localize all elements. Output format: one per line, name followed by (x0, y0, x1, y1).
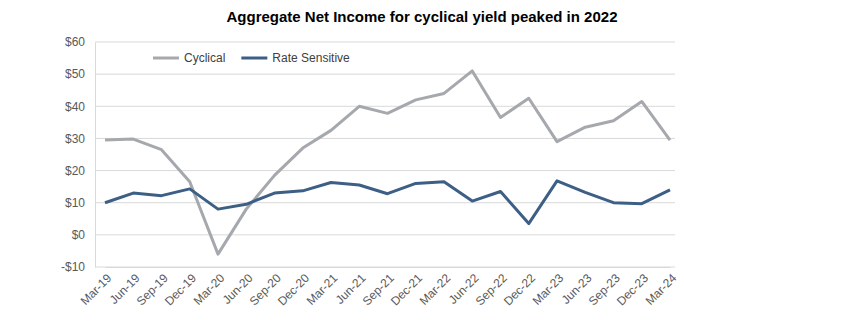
y-tick: $60 (65, 35, 95, 49)
legend-item: Cyclical (153, 51, 225, 65)
chart: Aggregate Net Income for cyclical yield … (0, 0, 845, 332)
title: Aggregate Net Income for cyclical yield … (227, 8, 618, 25)
legend-label: Cyclical (184, 51, 225, 65)
y-tick-label: $30 (65, 132, 85, 146)
series-line (105, 181, 670, 224)
grid (95, 42, 675, 267)
x-tick-label: Dec-21 (388, 271, 425, 308)
x-tick-label: Mar-19 (78, 271, 115, 308)
x-tick: Mar-20 (191, 267, 228, 308)
x-tick: Mar-21 (304, 267, 341, 308)
y-tick-label: -$10 (61, 260, 85, 274)
y-tick: $40 (65, 100, 95, 114)
grid-line (95, 74, 675, 75)
legend: Cyclical Rate Sensitive (153, 51, 350, 65)
x-tick-label: Dec-23 (614, 271, 651, 308)
x-tick: Mar-22 (417, 267, 454, 308)
y-tick: $50 (65, 67, 95, 81)
y-axis: -$10 $0 $10 $20 $30 $40 $50 $60 (61, 35, 96, 274)
series-line (105, 71, 670, 254)
grid-line (95, 138, 675, 139)
y-tick-label: $0 (72, 228, 86, 242)
grid-line (95, 234, 675, 235)
x-tick-label: Mar-22 (417, 271, 454, 308)
plot-area (105, 71, 670, 254)
grid-line (95, 267, 675, 268)
y-axis-line (95, 43, 96, 268)
y-tick-label: $20 (65, 164, 85, 178)
grid-line (95, 202, 675, 203)
grid-line (95, 106, 675, 107)
legend-swatch (241, 57, 267, 60)
y-tick-label: $50 (65, 67, 85, 81)
x-tick-label: Mar-23 (530, 271, 567, 308)
x-tick: Mar-19 (78, 267, 115, 308)
x-tick-label: Dec-22 (501, 271, 538, 308)
grid-line (95, 42, 675, 43)
y-tick: $30 (65, 132, 95, 146)
x-tick-label: Mar-21 (304, 271, 341, 308)
y-tick: -$10 (61, 260, 95, 274)
x-tick-label: Dec-19 (162, 271, 199, 308)
x-tick-label: Mar-20 (191, 271, 228, 308)
y-tick-label: $10 (65, 196, 85, 210)
legend-item: Rate Sensitive (241, 51, 350, 65)
y-tick-label: $60 (65, 35, 85, 49)
x-tick-label: Dec-20 (275, 271, 312, 308)
x-axis: Mar-19Jun-19Sep-19Dec-19Mar-20Jun-20Sep-… (78, 267, 680, 308)
y-tick: $20 (65, 164, 95, 178)
x-tick-label: Mar-24 (643, 271, 680, 308)
x-tick: Mar-24 (643, 267, 680, 308)
y-tick: $10 (65, 196, 95, 210)
y-tick-label: $40 (65, 100, 85, 114)
y-tick: $0 (72, 228, 95, 242)
x-axis-line (106, 267, 671, 268)
x-tick: Mar-23 (530, 267, 567, 308)
legend-swatch (153, 57, 179, 60)
legend-label: Rate Sensitive (272, 51, 350, 65)
